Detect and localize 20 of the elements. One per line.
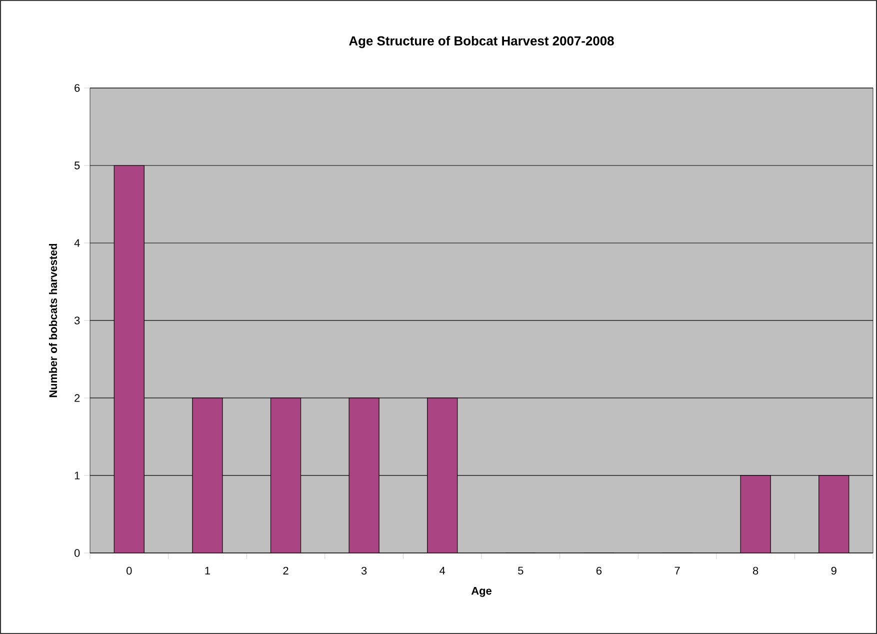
x-axis-title: Age bbox=[471, 587, 492, 597]
y-tick-label: 2 bbox=[74, 394, 80, 402]
y-tick-label: 0 bbox=[74, 549, 80, 557]
x-tick-label: 7 bbox=[674, 566, 680, 574]
y-tick-label: 5 bbox=[74, 162, 80, 170]
x-tick-label: 3 bbox=[361, 566, 367, 575]
x-tick-label: 9 bbox=[831, 566, 836, 575]
x-tick-label: 6 bbox=[596, 566, 602, 575]
y-tick-label: 4 bbox=[74, 239, 80, 247]
x-tick-label: 8 bbox=[752, 566, 758, 575]
x-tick-label: 2 bbox=[283, 566, 288, 574]
x-tick-label: 0 bbox=[126, 566, 132, 575]
x-tick-label: 4 bbox=[440, 566, 446, 574]
y-tick-label: 6 bbox=[74, 84, 80, 92]
x-tick-label: 5 bbox=[518, 566, 524, 574]
y-tick-label: 3 bbox=[74, 316, 80, 324]
y-tick-label: 1 bbox=[74, 472, 80, 480]
chart-title: Age Structure of Bobcat Harvest 2007-2008 bbox=[349, 36, 614, 48]
y-axis-title: Number of bobcats harvested bbox=[48, 244, 58, 398]
x-tick-label: 1 bbox=[205, 566, 210, 574]
